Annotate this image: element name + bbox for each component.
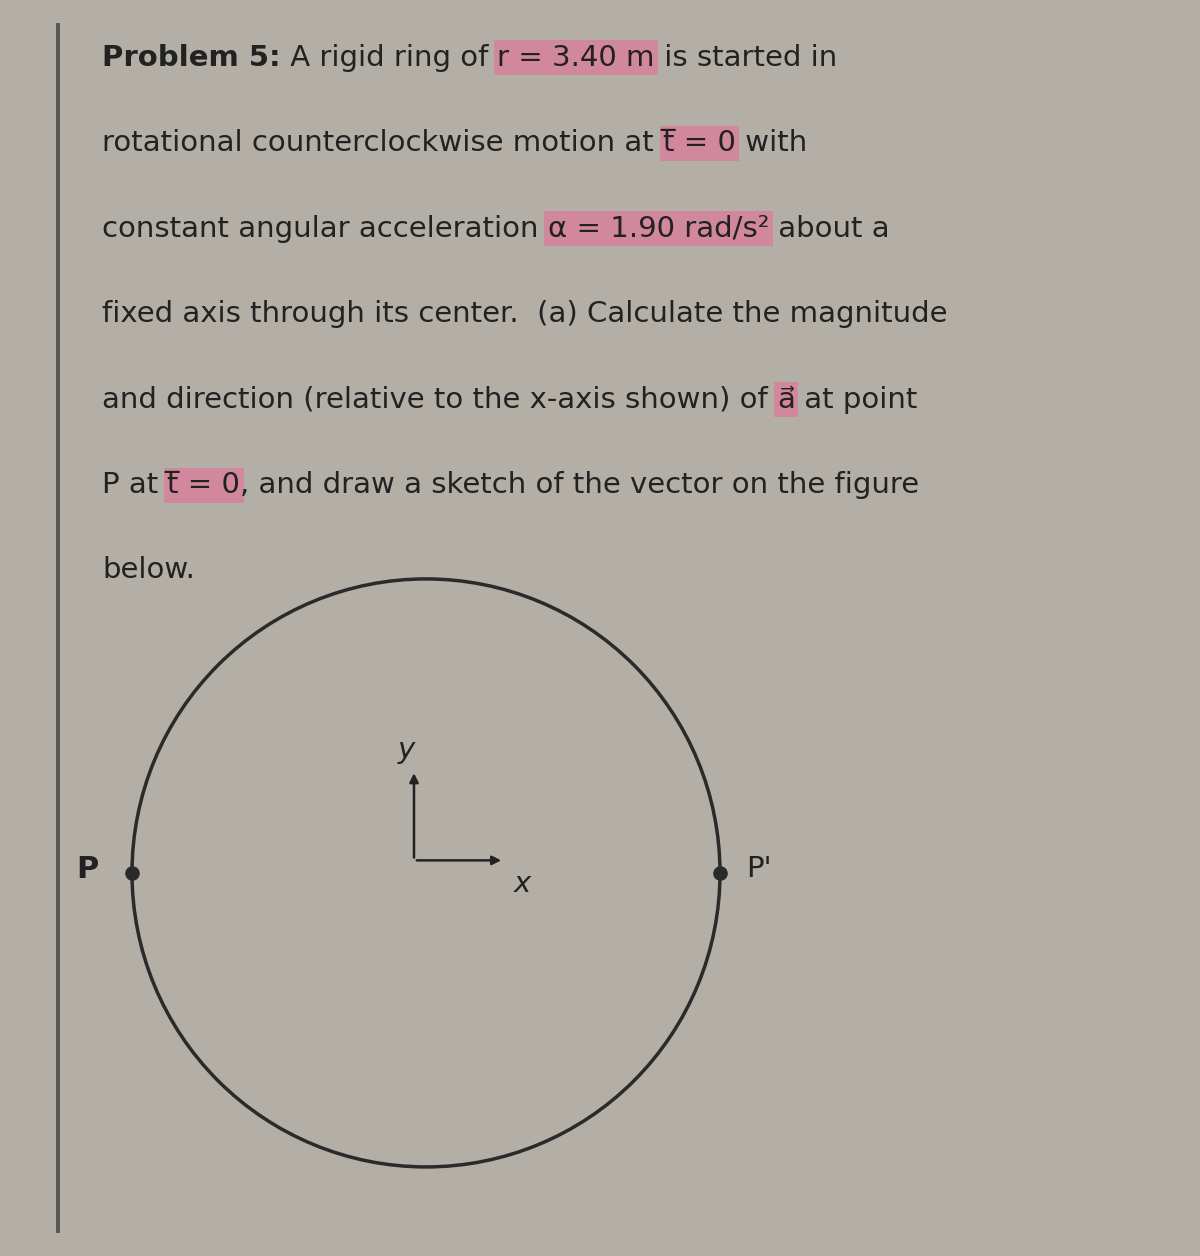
Text: is started in: is started in: [655, 44, 838, 72]
Text: A rigid ring of: A rigid ring of: [281, 44, 497, 72]
Text: P: P: [76, 854, 98, 884]
Text: a⃗: a⃗: [778, 386, 794, 413]
Text: P': P': [746, 855, 772, 883]
Text: and direction (relative to the x-axis shown) of: and direction (relative to the x-axis sh…: [102, 386, 778, 413]
Text: below.: below.: [102, 556, 194, 584]
Text: Problem 5:: Problem 5:: [102, 44, 281, 72]
Text: t̅ = 0: t̅ = 0: [168, 471, 240, 499]
Text: rotational counterclockwise motion at: rotational counterclockwise motion at: [102, 129, 662, 157]
Text: constant angular acceleration: constant angular acceleration: [102, 215, 547, 242]
Text: P at: P at: [102, 471, 168, 499]
Text: about a: about a: [769, 215, 890, 242]
Point: [122, 863, 142, 883]
Text: at point: at point: [794, 386, 917, 413]
Text: r = 3.40 m: r = 3.40 m: [497, 44, 655, 72]
Point: [710, 863, 730, 883]
Text: x: x: [514, 870, 530, 898]
Text: , and draw a sketch of the vector on the figure: , and draw a sketch of the vector on the…: [240, 471, 919, 499]
Text: α = 1.90 rad/s²: α = 1.90 rad/s²: [547, 215, 769, 242]
Text: t̅ = 0: t̅ = 0: [662, 129, 736, 157]
Text: fixed axis through its center.  (a) Calculate the magnitude: fixed axis through its center. (a) Calcu…: [102, 300, 948, 328]
Text: with: with: [736, 129, 808, 157]
Text: y: y: [398, 736, 415, 764]
